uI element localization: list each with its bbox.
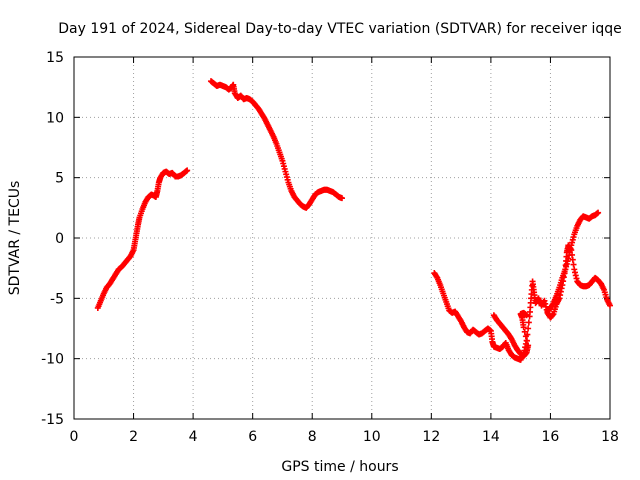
x-tick-label: 18 <box>601 429 619 445</box>
data-point <box>184 167 191 174</box>
x-tick-label: 2 <box>129 429 138 445</box>
y-tick-label: 5 <box>55 171 64 187</box>
grid-lines <box>74 57 610 419</box>
series-segment-4 <box>490 309 532 360</box>
y-tick-label: 10 <box>46 110 64 126</box>
series-segment-5 <box>544 209 602 315</box>
x-axis-label: GPS time / hours <box>281 459 398 475</box>
x-tick-label: 16 <box>542 429 560 445</box>
axis-ticks <box>73 56 611 420</box>
data-point <box>523 312 530 319</box>
data-point <box>523 337 530 344</box>
x-tick-label: 14 <box>482 429 500 445</box>
series-segment-1 <box>94 167 191 311</box>
chart-title: Day 191 of 2024, Sidereal Day-to-day VTE… <box>58 21 622 37</box>
x-tick-label: 12 <box>422 429 440 445</box>
y-tick-label: -5 <box>50 291 64 307</box>
data-markers <box>94 78 613 363</box>
x-tick-label: 8 <box>308 429 317 445</box>
data-point <box>525 342 532 349</box>
data-point <box>607 302 613 309</box>
y-axis-label: SDTVAR / TECUs <box>7 181 23 296</box>
y-tick-labels: -15 -10 -5 0 5 10 15 <box>41 50 64 428</box>
y-tick-label: 15 <box>46 50 64 66</box>
y-tick-label: -10 <box>41 352 64 368</box>
x-tick-label: 4 <box>189 429 198 445</box>
data-point <box>595 209 602 216</box>
x-tick-label: 6 <box>248 429 257 445</box>
x-tick-label: 10 <box>363 429 381 445</box>
data-point <box>521 328 528 335</box>
series-segment-2 <box>207 78 345 211</box>
y-tick-label: -15 <box>41 412 64 428</box>
series-segment-3 <box>431 242 613 363</box>
data-point <box>525 319 532 326</box>
data-point <box>339 195 345 202</box>
data-point <box>525 325 532 332</box>
x-tick-labels: 0 2 4 6 8 10 12 14 16 18 <box>70 429 619 445</box>
data-point <box>522 333 529 340</box>
y-tick-label: 0 <box>55 231 64 247</box>
x-tick-label: 0 <box>70 429 79 445</box>
